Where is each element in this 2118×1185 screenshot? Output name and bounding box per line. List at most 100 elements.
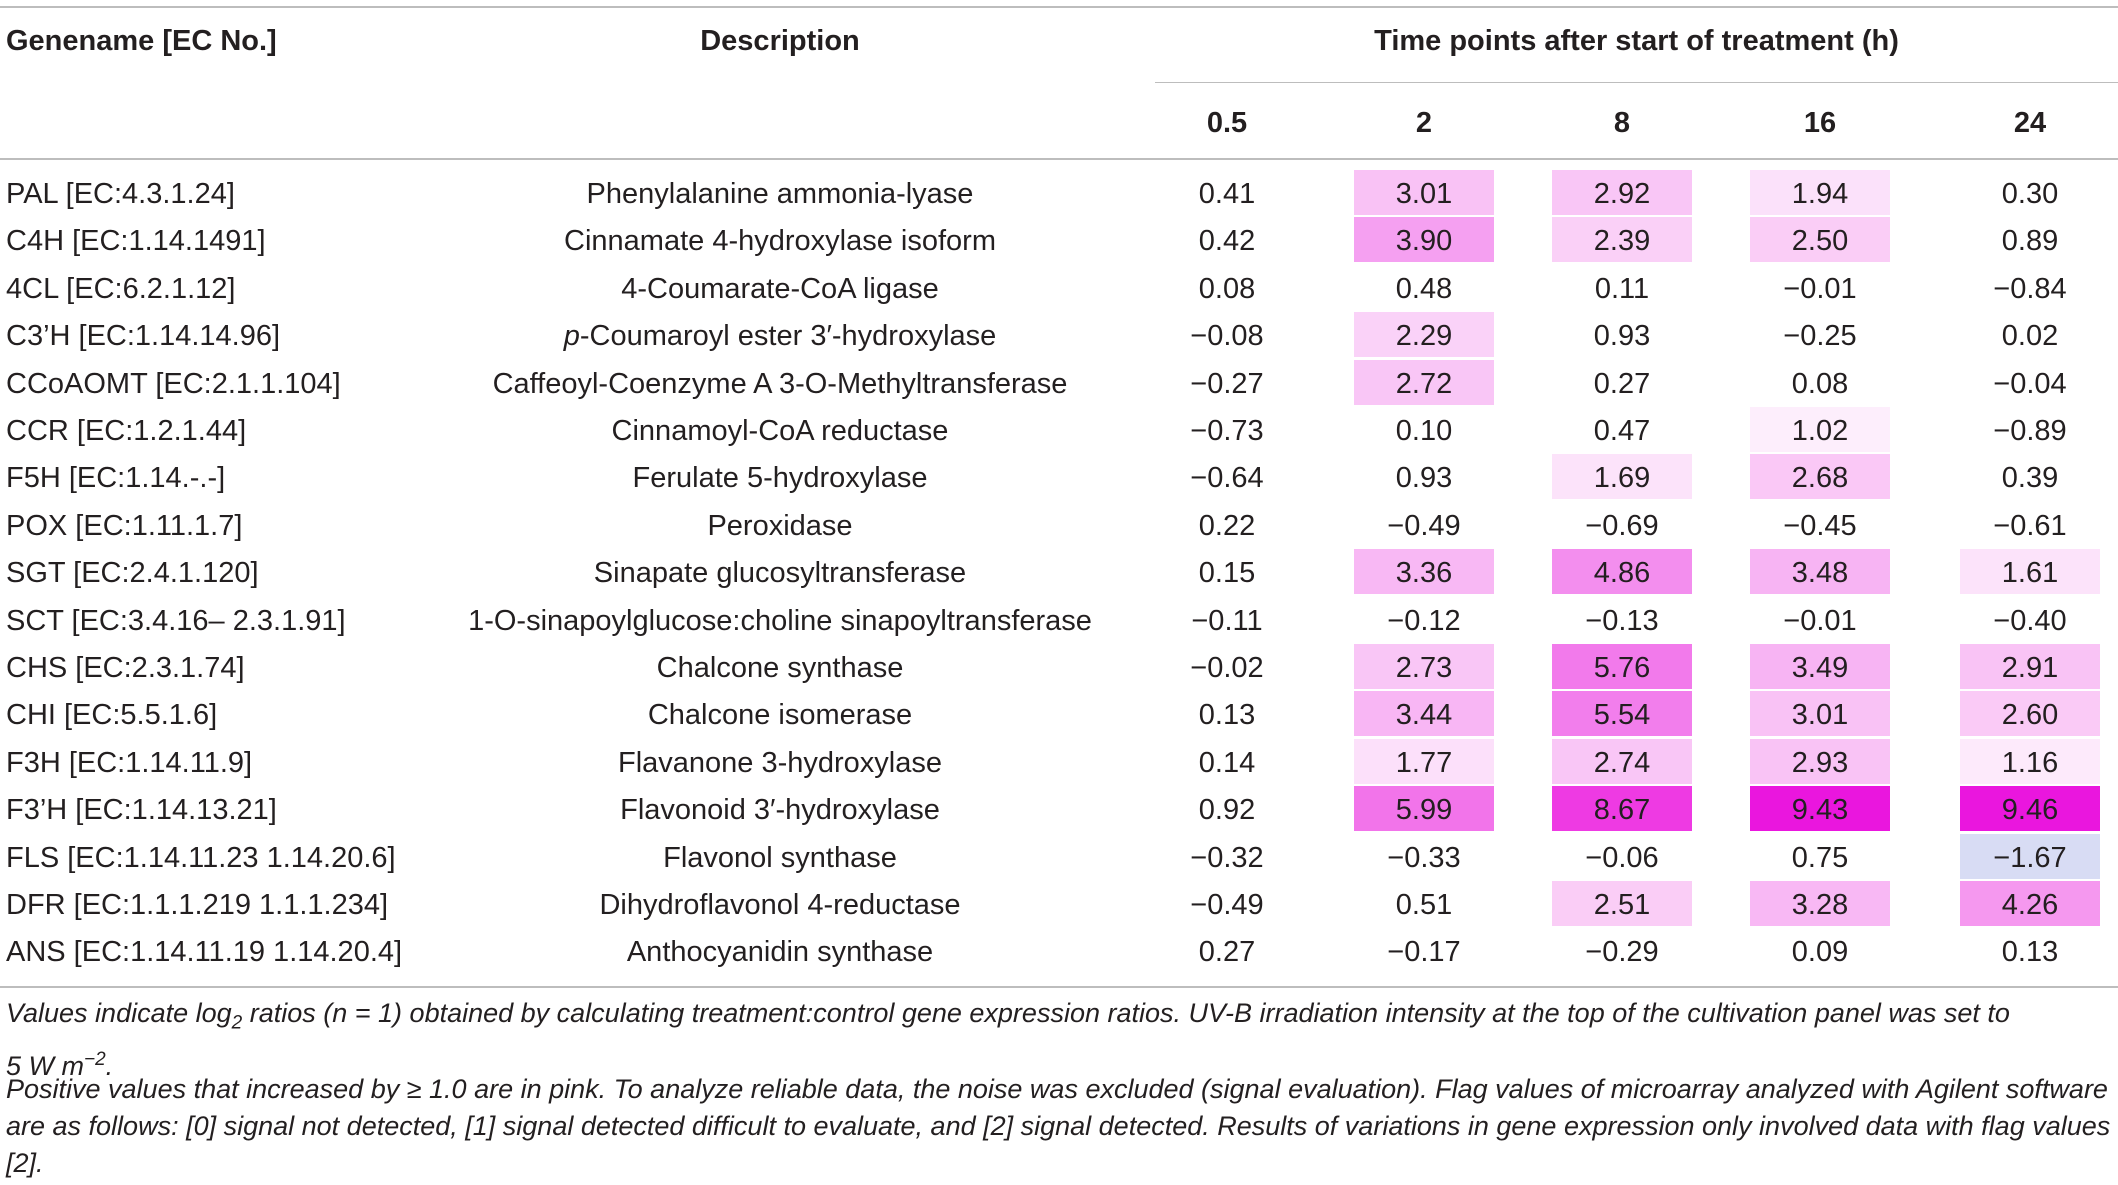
value-highlight — [1750, 786, 1890, 832]
table-row: CCoAOMT [EC:2.1.1.104] Caffeoyl-Coenzyme … — [0, 359, 2118, 407]
expression-value: 8.67 — [1593, 794, 1651, 827]
value-highlight — [1960, 691, 2100, 737]
table-row: F3H [EC:1.14.11.9] Flavanone 3-hydroxylas… — [0, 738, 2118, 786]
gene-description: Flavonol synthase — [400, 838, 1160, 878]
description-text: Peroxidase — [707, 509, 853, 542]
expression-value: 9.46 — [2001, 794, 2059, 827]
description-text: Caffeoyl-Coenzyme A 3-O-Methyltransferas… — [492, 367, 1068, 400]
expression-value: 2.68 — [1791, 462, 1849, 495]
value-highlight — [1354, 312, 1494, 358]
expression-value: 0.02 — [2001, 320, 2059, 353]
expression-value: 0.89 — [2001, 225, 2059, 258]
gene-name: SCT [EC:3.4.16– 2.3.1.91] — [6, 604, 346, 637]
expression-value: −0.64 — [1190, 462, 1264, 495]
description-text: Flavonol synthase — [663, 841, 897, 874]
table-row: F5H [EC:1.14.-.-] Ferulate 5-hydroxylase −… — [0, 454, 2118, 501]
description-italic-prefix: p — [563, 320, 580, 353]
description-text: Phenylalanine ammonia-lyase — [586, 178, 974, 210]
expression-value: −0.33 — [1387, 841, 1461, 874]
time-group-underline — [1155, 82, 2118, 83]
expression-value: 0.93 — [1593, 320, 1651, 353]
value-highlight — [1750, 407, 1890, 452]
header-time-group: Time points after start of treatment (h) — [1374, 25, 1899, 57]
header-description: Description — [700, 25, 860, 57]
value-highlight — [1552, 691, 1692, 737]
expression-value: −0.08 — [1190, 320, 1264, 353]
top-rule — [0, 6, 2118, 8]
expression-value: 1.69 — [1593, 462, 1651, 495]
expression-value: 0.92 — [1198, 794, 1256, 827]
footnote-1-post: ratios (n = 1) obtained by calculating t… — [242, 998, 2010, 1028]
value-highlight — [1552, 170, 1692, 215]
expression-value: −0.49 — [1387, 509, 1461, 542]
expression-value: 0.13 — [1198, 699, 1256, 732]
expression-value: 2.73 — [1395, 652, 1453, 684]
expression-value: 2.91 — [2001, 652, 2059, 684]
expression-value: 3.36 — [1395, 557, 1453, 590]
expression-value: −0.27 — [1190, 367, 1264, 400]
footnote-1b-sup: −2 — [84, 1049, 106, 1071]
value-highlight — [1354, 738, 1494, 784]
expression-value: −0.45 — [1783, 509, 1857, 542]
table-row: C3’H [EC:1.14.14.96] p-Coumaroyl ester 3′… — [0, 312, 2118, 359]
expression-value: 0.08 — [1198, 272, 1256, 305]
expression-value: −1.67 — [1993, 841, 2067, 874]
value-highlight — [1960, 644, 2100, 689]
value-highlight — [1552, 454, 1692, 500]
value-highlight — [1354, 786, 1494, 832]
expression-value: 3.01 — [1395, 178, 1453, 210]
gene-name: F5H [EC:1.14.-.-] — [6, 462, 226, 495]
expression-value: 4.26 — [2001, 889, 2059, 921]
value-highlight — [1750, 881, 1890, 926]
value-highlight — [1354, 217, 1494, 263]
expression-value: −0.02 — [1190, 652, 1264, 684]
header-time-16: 16 — [1803, 107, 1837, 139]
expression-value: 0.13 — [2001, 936, 2059, 969]
description-text: Flavanone 3-hydroxylase — [617, 746, 942, 779]
value-highlight — [1552, 549, 1692, 595]
value-highlight — [1354, 170, 1494, 215]
header-time-8: 8 — [1613, 107, 1631, 139]
expression-value: −0.13 — [1585, 604, 1659, 637]
table-row: C4H [EC:1.14.1491] Cinnamate 4-hydroxylas… — [0, 217, 2118, 264]
expression-value: −0.40 — [1993, 604, 2067, 637]
expression-value: 0.10 — [1395, 415, 1453, 447]
gene-description: 1-O-sinapoylglucose:choline sinapoyltran… — [400, 601, 1160, 641]
table-row: 4CL [EC:6.2.1.12] 4-Coumarate-CoA ligase 0… — [0, 265, 2118, 312]
description-text: Cinnamoyl-CoA reductase — [611, 415, 949, 447]
expression-value: 5.54 — [1593, 699, 1651, 732]
gene-name: F3H [EC:1.14.11.9] — [6, 746, 253, 779]
gene-description: Cinnamoyl-CoA reductase — [400, 411, 1160, 451]
expression-value: 3.90 — [1395, 225, 1453, 258]
footnote-2: Positive values that increased by ≥ 1.0 … — [6, 1074, 2111, 1178]
value-highlight — [1552, 644, 1692, 689]
table-row: SCT [EC:3.4.16– 2.3.1.91] 1-O-sinapoylglu… — [0, 597, 2118, 644]
expression-value: −0.12 — [1387, 604, 1461, 637]
value-highlight — [1750, 549, 1890, 595]
expression-value: −0.17 — [1387, 936, 1461, 969]
expression-value: 5.76 — [1593, 652, 1651, 684]
gene-description: 4-Coumarate-CoA ligase — [400, 269, 1160, 309]
value-highlight — [1960, 738, 2100, 784]
expression-value: 0.09 — [1791, 936, 1849, 969]
expression-value: 1.94 — [1791, 178, 1849, 210]
gene-name: CHS [EC:2.3.1.74] — [6, 652, 245, 684]
gene-name: PAL [EC:4.3.1.24] — [6, 178, 235, 210]
expression-value: −0.25 — [1783, 320, 1857, 353]
expression-value: −0.73 — [1190, 415, 1264, 447]
table-row: FLS [EC:1.14.11.23 1.14.20.6] Flavonol sy… — [0, 833, 2118, 881]
expression-value: −0.01 — [1783, 604, 1857, 637]
footnote-1b-pre: 5 W m — [6, 1051, 84, 1082]
value-highlight — [1354, 359, 1494, 405]
expression-value: 1.02 — [1791, 415, 1849, 447]
footnote-1b-post: . — [105, 1051, 114, 1082]
value-highlight — [1750, 644, 1890, 689]
gene-name: FLS [EC:1.14.11.23 1.14.20.6] — [6, 841, 396, 874]
gene-description: Ferulate 5-hydroxylase — [400, 458, 1160, 498]
expression-value: 0.41 — [1198, 178, 1256, 210]
gene-description: Peroxidase — [400, 506, 1160, 546]
description-text: 1-O-sinapoylglucose:choline sinapoyltran… — [468, 604, 1092, 637]
header-time-24: 24 — [2013, 107, 2047, 139]
expression-value: 0.39 — [2001, 462, 2059, 495]
gene-name: C4H [EC:1.14.1491] — [6, 225, 266, 258]
